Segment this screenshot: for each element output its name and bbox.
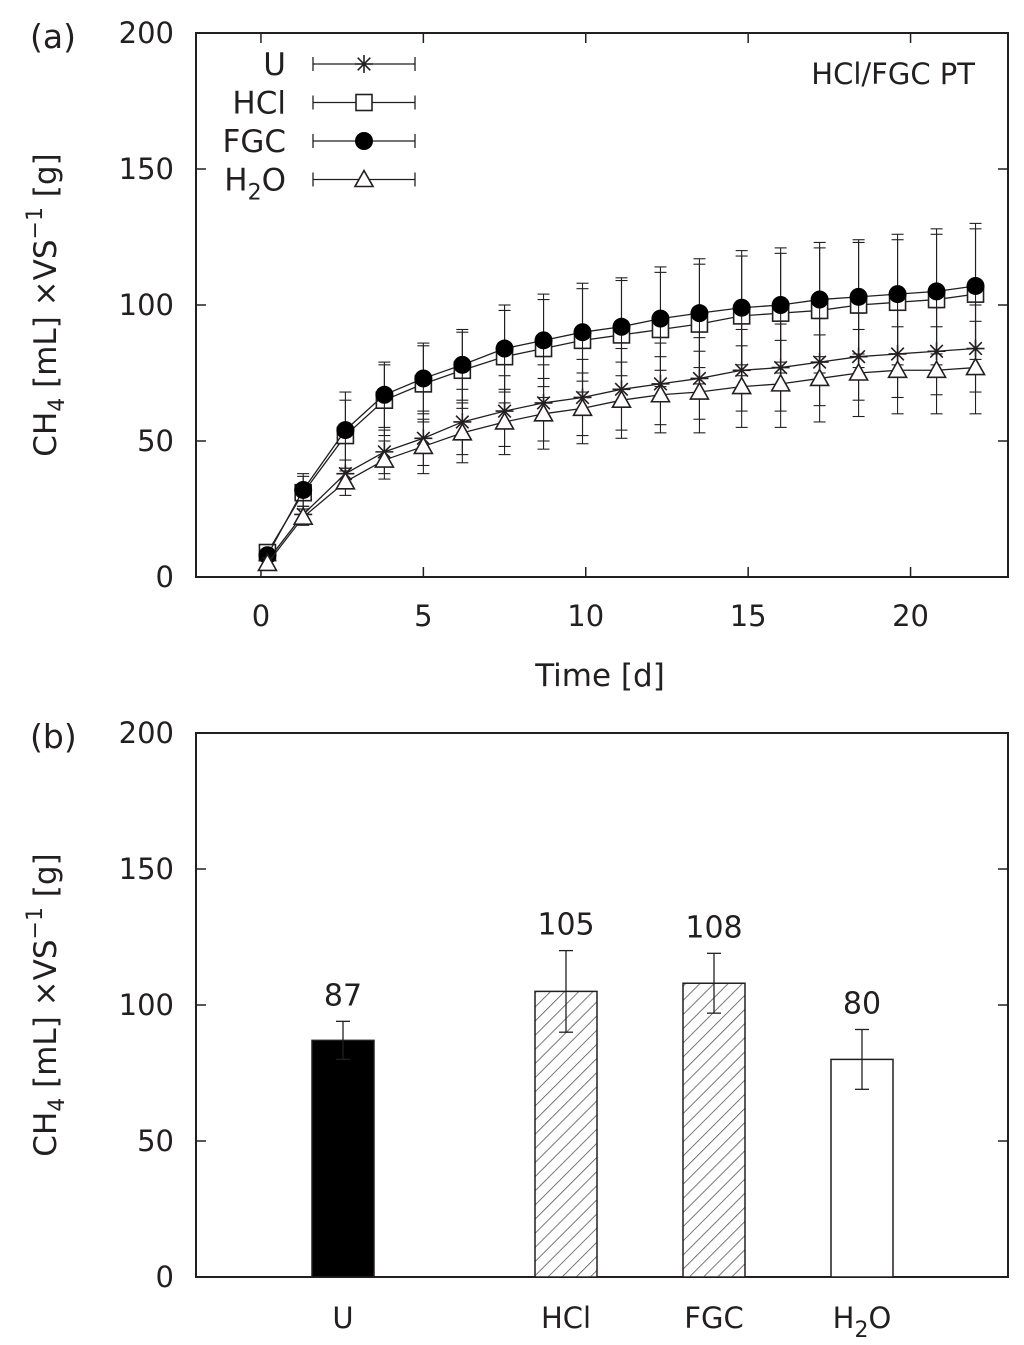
legend-label: H2O bbox=[224, 163, 286, 206]
data-point bbox=[770, 373, 792, 392]
bar-u bbox=[311, 1039, 375, 1278]
data-point bbox=[534, 331, 553, 350]
data-point bbox=[732, 298, 751, 317]
axis-ticks-b bbox=[196, 732, 1008, 1278]
y-tick-label: 200 bbox=[119, 16, 174, 50]
legend-label: HCl bbox=[232, 86, 286, 122]
data-point bbox=[533, 403, 554, 422]
data-point bbox=[731, 375, 753, 395]
data-point bbox=[887, 359, 908, 379]
data-label: 108 bbox=[685, 910, 742, 945]
y-axis-label-b: CH4 [mL] ×VS−1 [g] bbox=[23, 853, 70, 1156]
data-point bbox=[888, 285, 907, 304]
line-chart-panel-a: (a) 0 50 100 150 200 0 5 10 15 20 Time [d] CH4 [… bbox=[23, 16, 1009, 694]
series-fgc bbox=[258, 222, 985, 565]
data-point bbox=[651, 309, 670, 328]
x-tick-label: U bbox=[332, 1301, 353, 1335]
data-point bbox=[650, 384, 671, 403]
x-tick-label: H2O bbox=[833, 1301, 892, 1343]
data-point bbox=[809, 367, 830, 387]
y-tick-label: 150 bbox=[119, 852, 174, 886]
y-tick-label: 50 bbox=[137, 1124, 174, 1158]
data-point bbox=[849, 287, 868, 306]
x-tick-labels-a: 0 5 10 15 20 bbox=[252, 599, 929, 633]
data-point bbox=[848, 362, 869, 381]
plot-frame-a bbox=[195, 32, 1009, 578]
data-point bbox=[412, 435, 434, 455]
bar-fgc bbox=[682, 982, 746, 1278]
y-tick-label: 100 bbox=[119, 288, 174, 322]
y-tick-label: 0 bbox=[156, 560, 174, 594]
data-point bbox=[612, 317, 631, 336]
bar-chart-panel-b: (b) 0 50 100 150 200 87 105 108 80 U HCl FGC H2O C… bbox=[23, 716, 1009, 1343]
data-point bbox=[257, 552, 278, 572]
legend-marker bbox=[355, 93, 373, 112]
data-point bbox=[374, 449, 395, 468]
data-point bbox=[375, 385, 394, 404]
bar-hcl bbox=[534, 990, 598, 1278]
y-tick-label: 150 bbox=[119, 152, 174, 186]
legend-label: FGC bbox=[223, 124, 287, 160]
data-point bbox=[451, 422, 473, 441]
data-point bbox=[453, 355, 472, 374]
legend-label: U bbox=[263, 47, 286, 83]
chart-annotation: HCl/FGC PT bbox=[811, 57, 975, 91]
x-tick-label: HCl bbox=[541, 1301, 591, 1335]
panel-label-a: (a) bbox=[30, 17, 76, 56]
legend-entry-h2o: H2O bbox=[224, 163, 416, 206]
data-point bbox=[294, 480, 313, 499]
data-label: 80 bbox=[843, 986, 881, 1021]
data-point bbox=[926, 359, 947, 379]
x-tick-label: 15 bbox=[730, 599, 767, 633]
y-axis-label-a: CH4 [mL] ×VS−1 [g] bbox=[23, 153, 70, 456]
data-point bbox=[690, 304, 709, 323]
legend-marker bbox=[353, 168, 375, 188]
y-tick-labels-a: 0 50 100 150 200 bbox=[119, 16, 174, 594]
legend-entry-hcl: HCl bbox=[232, 86, 416, 122]
bar-group: 87 105 108 80 bbox=[311, 908, 894, 1278]
data-point bbox=[335, 471, 356, 490]
x-tick-label: 10 bbox=[567, 599, 604, 633]
y-tick-labels-b: 0 50 100 150 200 bbox=[119, 716, 174, 1294]
data-point bbox=[494, 411, 515, 430]
x-axis-label-a: Time [d] bbox=[534, 658, 665, 694]
data-point bbox=[771, 296, 790, 314]
series-h2o bbox=[257, 320, 986, 572]
data-point bbox=[965, 356, 986, 376]
x-tick-label: 5 bbox=[414, 599, 432, 633]
x-tick-label: 20 bbox=[892, 599, 929, 633]
x-tick-label: 0 bbox=[252, 599, 270, 633]
bar-h2o bbox=[830, 1058, 894, 1278]
data-point bbox=[336, 421, 355, 440]
data-point bbox=[927, 282, 946, 301]
y-tick-label: 100 bbox=[119, 988, 174, 1022]
y-tick-label: 50 bbox=[137, 424, 174, 458]
data-point bbox=[292, 506, 314, 525]
data-point bbox=[689, 381, 710, 400]
data-point bbox=[572, 397, 593, 417]
data-point bbox=[495, 339, 514, 358]
y-tick-label: 0 bbox=[156, 1260, 174, 1294]
data-point bbox=[611, 389, 632, 409]
data-point bbox=[573, 323, 592, 342]
series-group-a bbox=[257, 222, 986, 572]
x-tick-label: FGC bbox=[684, 1301, 743, 1335]
data-point bbox=[966, 276, 985, 295]
data-label: 105 bbox=[537, 908, 594, 943]
axis-ticks-a bbox=[196, 32, 1008, 578]
data-label: 87 bbox=[324, 978, 362, 1013]
legend-marker bbox=[355, 132, 373, 150]
y-tick-label: 200 bbox=[119, 716, 174, 750]
panel-label-b: (b) bbox=[30, 717, 77, 756]
data-point bbox=[414, 369, 433, 388]
legend-entry-fgc: FGC bbox=[223, 124, 416, 160]
legend-marker bbox=[355, 55, 373, 73]
legend-entry-u: U bbox=[263, 47, 416, 83]
x-tick-labels-b: U HCl FGC H2O bbox=[332, 1301, 891, 1343]
data-point bbox=[810, 290, 829, 309]
